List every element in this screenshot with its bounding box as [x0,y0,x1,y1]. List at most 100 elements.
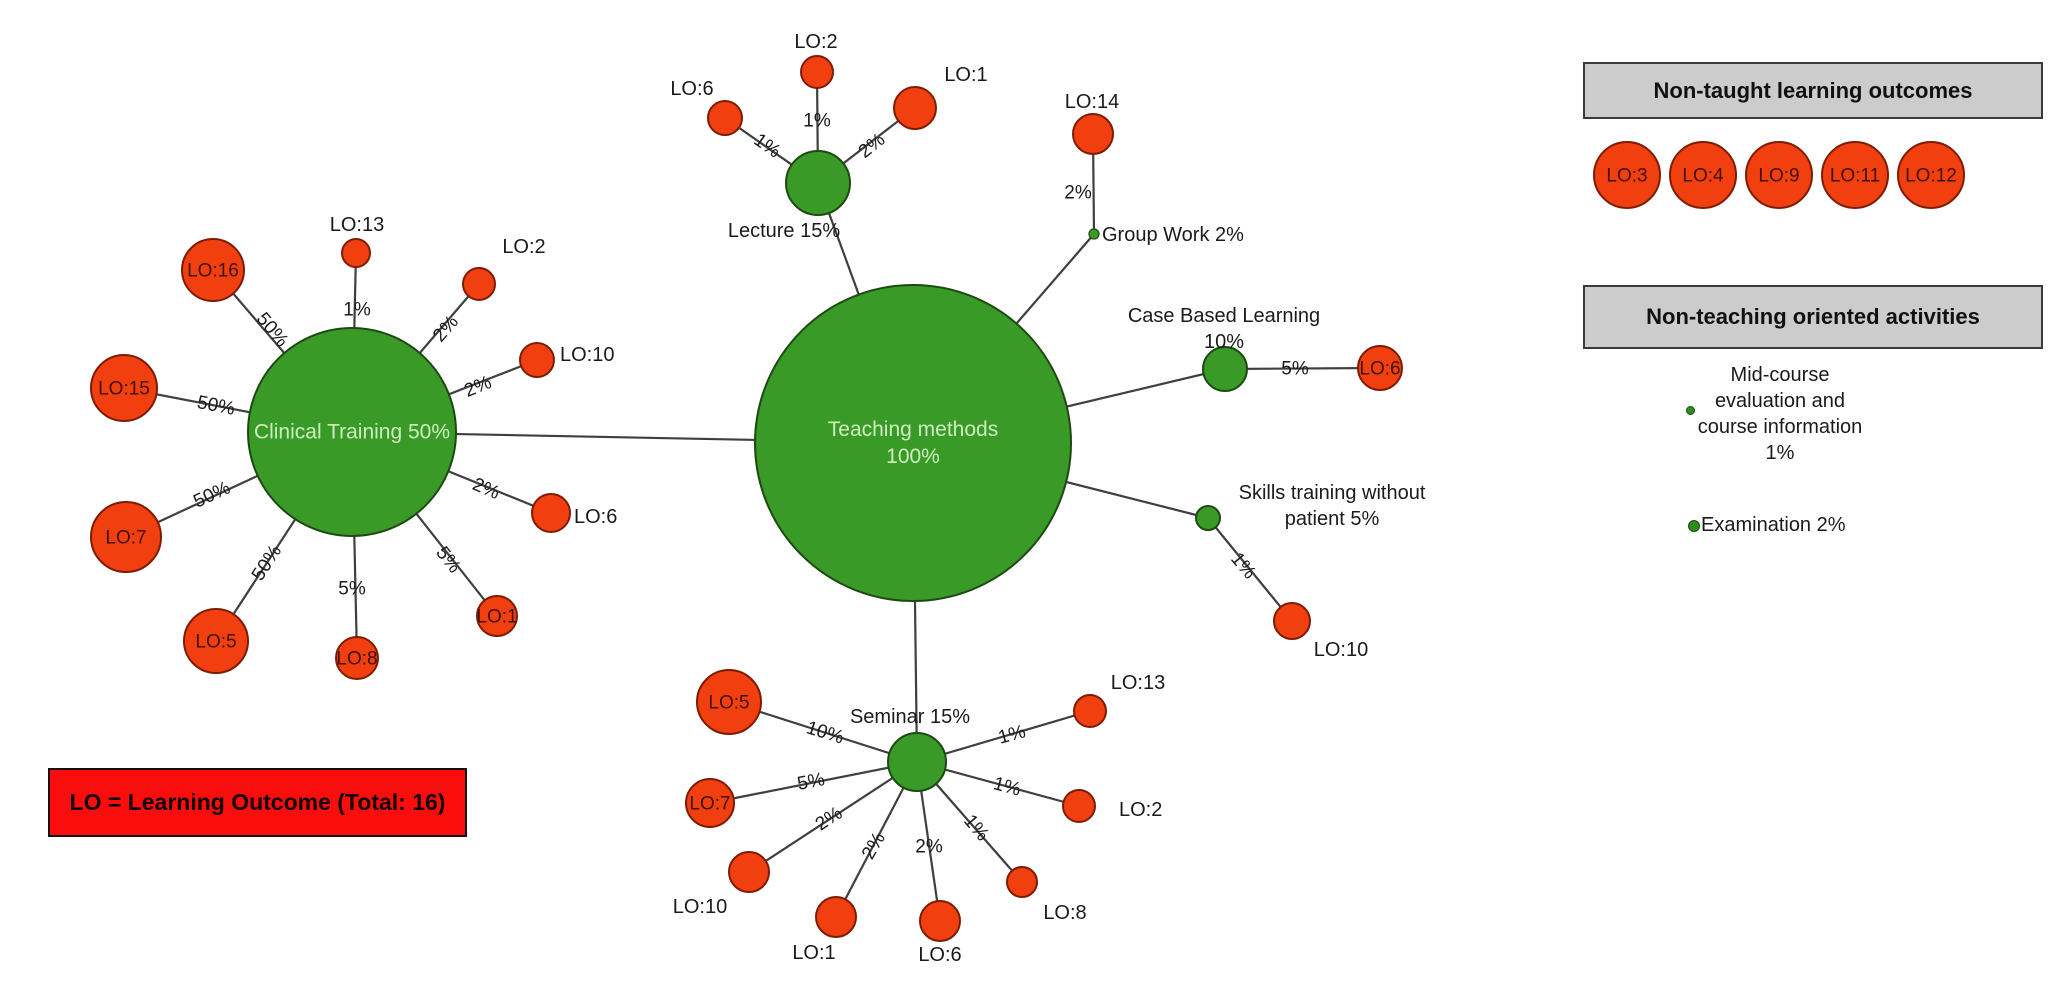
node-lo7-seminar-label: LO:7 [689,794,730,815]
edge-seminar-lo7-seminar [709,760,918,805]
mid-course-line-3: course information [1697,416,1863,438]
labels-layer: 2% 1% 1% 2% 1% 2% 2% 2% 5% 5% 50% 50% 50% 50% 10% 5% 2% 2… [98,31,1957,966]
edge-label-lecture-lo2-lecture: 1% [803,111,831,132]
edge-label-seminar-lo13-seminar: 1% [996,721,1028,748]
edge-label-seminar-lo2-seminar: 1% [991,773,1023,800]
node-lo2-lecture-ext-label: LO:2 [794,31,837,53]
node-lo6-clinical [531,493,571,533]
node-lo10-skills [1273,602,1311,640]
mid-course-line-1: Mid-course [1730,364,1830,386]
edge-label-seminar-lo1-seminar: 2% [858,829,890,863]
node-lo16-clinical-label: LO:16 [187,261,239,282]
edge-label-clinical-lo15-clinical: 50% [195,392,236,420]
node-lo5-clinical [183,608,249,674]
examination-legend-item: Examination 2% [1701,514,1846,536]
node-skills-ext-label-line-2: patient 5% [1285,508,1380,530]
node-lo4-legend-label: LO:4 [1682,166,1724,187]
node-lo9-legend-label: LO:9 [1758,166,1799,187]
node-skills-ext-label-line-1: Skills training without [1239,482,1426,504]
node-lo2-clinical [462,267,496,301]
edge-label-clinical-lo16-clinical: 50% [252,309,293,352]
node-lo13-seminar-ext-label: LO:13 [1111,672,1165,694]
node-lo11-legend-label: LO:11 [1830,166,1880,187]
node-lo15-clinical [90,354,158,422]
node-group-work-dot [1088,228,1100,240]
node-lo1-seminar-ext-label: LO:1 [792,942,835,964]
node-lo10-clinical-ext-label: LO:10 [560,344,614,366]
lo-definition-note: LO = Learning Outcome (Total: 16) [48,768,467,837]
edge-label-lecture-lo6-lecture: 1% [750,130,785,163]
node-lo1-lecture [893,86,937,130]
edge-label-clinical-lo10-clinical: 2% [461,372,494,402]
node-teaching-label-line-2: 100% [886,445,940,468]
node-lo2-seminar [1062,789,1096,823]
node-lo10-seminar-ext-label: LO:10 [673,896,727,918]
node-lo13-clinical [341,238,371,268]
edge-label-clinical-lo2-clinical: 2% [429,312,463,347]
node-lo7-clinical [90,501,162,573]
edge-label-clinical-lo8-clinical: 5% [338,579,366,600]
edge-label-seminar-lo5-seminar: 10% [804,717,847,748]
node-lo3-legend [1593,141,1661,209]
non-taught-legend-title: Non-taught learning outcomes [1653,77,1973,103]
node-lo9-legend [1745,141,1813,209]
examination-dot [1688,520,1700,532]
node-case-based-ext-label-line-2: 10% [1204,331,1244,353]
edge-label-clinical-lo7-clinical: 50% [190,477,233,512]
node-lo6-lecture-ext-label: LO:6 [670,78,713,100]
mid-course-legend-item: Mid-course evaluation and course informa… [1670,362,1890,466]
edge-label-lo14-group-work-dot: 2% [1064,183,1092,204]
node-group-work-dot-ext-label: Group Work 2% [1102,224,1244,246]
edge-label-clinical-lo5-clinical: 50% [248,541,286,584]
node-clinical [247,327,457,537]
node-lo8-clinical-label: LO:8 [336,649,377,670]
node-case-based-ext-label-line-1: Case Based Learning [1128,305,1320,327]
node-lecture [785,150,851,216]
node-lo6-clinical-ext-label: LO:6 [574,506,617,528]
edge-label-skills-lo10-skills: 1% [1226,549,1260,584]
node-lo2-clinical-ext-label: LO:2 [502,236,545,258]
node-lo6-lecture [707,100,743,136]
non-teaching-legend-title: Non-teaching oriented activities [1646,304,1980,329]
node-case-based [1202,346,1248,392]
node-lo7-clinical-label: LO:7 [105,528,146,549]
node-lo5-clinical-label: LO:5 [195,632,236,653]
node-lecture-ext-label: Lecture 15% [728,220,841,242]
node-teaching-label-line-1: Teaching methods [828,418,998,441]
node-lo6-seminar [919,900,961,942]
non-taught-legend-header: Non-taught learning outcomes [1583,62,2043,119]
mid-course-line-2: evaluation and [1714,390,1846,412]
node-lo16-clinical [181,238,245,302]
node-lo6-case [1357,345,1403,391]
lo-definition-note-text: LO = Learning Outcome (Total: 16) [69,789,446,815]
edge-seminar-lo10-seminar [748,761,918,873]
node-lo8-seminar-ext-label: LO:8 [1043,902,1086,924]
node-lo14 [1072,113,1114,155]
node-lo4-legend [1669,141,1737,209]
node-lo15-clinical-label: LO:15 [98,379,150,400]
mid-course-dot [1686,406,1695,415]
node-lo13-seminar [1073,694,1107,728]
node-lo8-seminar [1006,866,1038,898]
edge-label-seminar-lo7-seminar: 5% [796,769,827,795]
non-teaching-legend-header: Non-teaching oriented activities [1583,285,2043,349]
edge-label-case-based-lo6-case: 5% [1281,359,1309,380]
edge-seminar-lo13-seminar [916,709,1091,764]
edge-label-clinical-lo1-clinical: 5% [431,543,465,578]
node-lo6-case-label: LO:6 [1359,359,1400,380]
node-lo5-seminar [696,669,762,735]
node-lo1-seminar [815,896,857,938]
node-lo10-seminar [728,851,770,893]
node-lo7-seminar [685,778,735,828]
node-lo11-legend [1821,141,1889,209]
node-lo2-seminar-ext-label: LO:2 [1119,799,1162,821]
node-lo1-clinical-label: LO:1 [476,607,517,628]
node-lo5-seminar-label: LO:5 [708,693,749,714]
node-lo10-clinical [519,342,555,378]
node-lo8-clinical [335,636,379,680]
mid-course-line-4: 1% [1765,442,1795,464]
node-lo1-lecture-ext-label: LO:1 [944,64,987,86]
node-seminar [887,732,947,792]
